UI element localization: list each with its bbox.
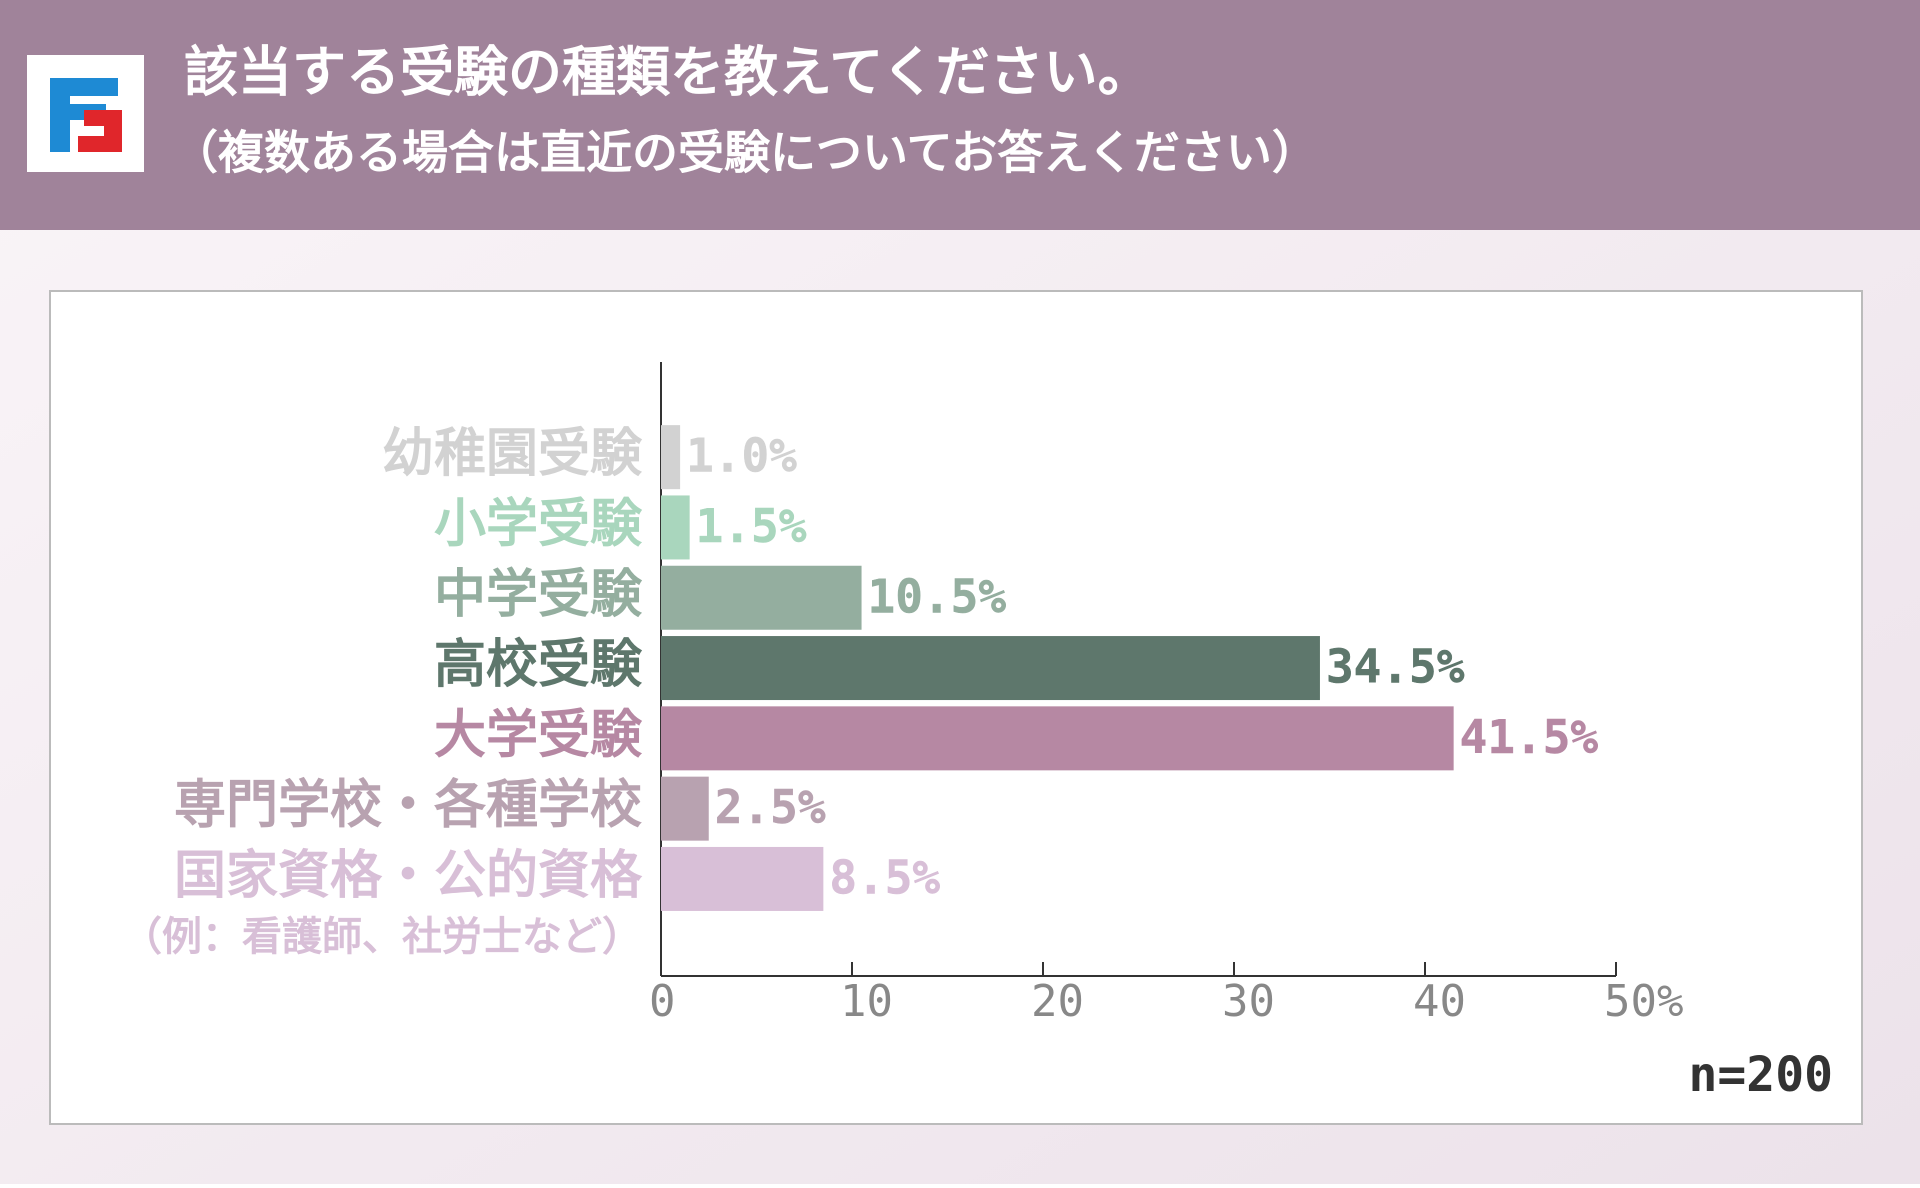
value-label: 10.5% — [868, 569, 1007, 623]
bar — [661, 636, 1320, 701]
category-label: 専門学校・各種学校 — [174, 776, 642, 836]
category-note: （例：看護師、社労士など） — [122, 914, 642, 960]
category-label: 国家資格・公的資格 — [174, 846, 643, 906]
category-label: 大学受験 — [434, 705, 643, 765]
sample-size: n=200 — [1689, 1047, 1834, 1103]
value-label: 34.5% — [1326, 640, 1465, 694]
x-tick-label: 40 — [1413, 976, 1466, 1027]
category-label: 高校受験 — [434, 635, 643, 695]
category-label: 中学受験 — [434, 565, 643, 625]
category-label: 幼稚園受験 — [382, 424, 643, 484]
value-label: 1.5% — [696, 499, 807, 553]
x-tick-label: 20 — [1031, 976, 1084, 1027]
category-label: 小学受験 — [434, 494, 643, 554]
bar — [661, 565, 862, 630]
value-label: 8.5% — [829, 850, 940, 904]
bar — [661, 776, 709, 841]
bar — [661, 706, 1454, 771]
x-tick-label: 10 — [840, 976, 893, 1027]
x-tick-label: 0 — [649, 976, 676, 1027]
bar — [661, 846, 824, 911]
value-label: 2.5% — [715, 780, 826, 834]
value-label: 1.0% — [686, 429, 797, 483]
logo-red — [78, 110, 122, 152]
bar — [661, 495, 690, 560]
value-label: 41.5% — [1460, 710, 1599, 764]
x-tick-label: 30 — [1222, 976, 1275, 1027]
title: 該当する受験の種類を教えてください。 — [184, 41, 1152, 104]
header-band — [0, 0, 1920, 230]
bar — [661, 425, 681, 490]
x-tick-label: 50% — [1604, 976, 1683, 1027]
subtitle: （複数ある場合は直近の受験についてお答えください） — [172, 126, 1318, 180]
